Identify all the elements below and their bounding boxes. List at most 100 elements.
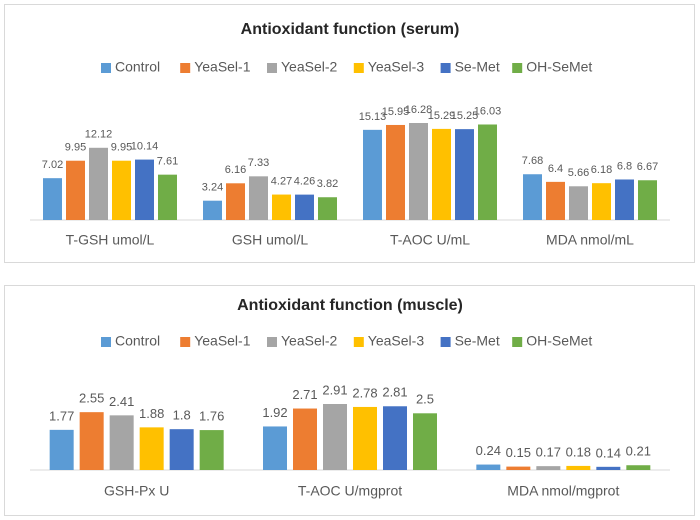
legend-swatch — [180, 63, 191, 73]
data-label: 2.81 — [382, 385, 407, 400]
bar — [615, 179, 634, 220]
bar — [272, 194, 291, 220]
bar — [203, 200, 222, 220]
legend-label: Se-Met — [455, 333, 500, 349]
x-tick-label: MDA nmol/mL — [546, 232, 634, 248]
bar — [386, 124, 405, 220]
bar — [626, 465, 651, 470]
legend-swatch — [267, 337, 277, 347]
bar — [199, 430, 224, 470]
bar — [536, 466, 561, 470]
bar — [263, 426, 287, 470]
data-label: 1.88 — [139, 406, 164, 421]
data-label: 15.29 — [428, 110, 456, 122]
data-label: 2.78 — [352, 385, 377, 400]
data-label: 7.61 — [157, 156, 178, 168]
legend-swatch — [512, 63, 523, 73]
data-label: 16.03 — [474, 105, 502, 117]
legend-label: Control — [115, 59, 160, 75]
data-label: 15.95 — [382, 106, 410, 118]
data-label: 6.67 — [637, 161, 658, 173]
legend-label: YeaSel-3 — [368, 59, 425, 75]
legend-label: YeaSel-2 — [281, 333, 338, 349]
x-tick-label: MDA nmol/mgprot — [507, 483, 619, 499]
legend-label: OH-SeMet — [526, 333, 592, 349]
data-label: 15.25 — [451, 110, 479, 122]
bar — [383, 406, 407, 470]
bar — [112, 160, 131, 220]
data-label: 1.77 — [49, 408, 74, 423]
bar — [49, 429, 74, 470]
data-label: 6.18 — [591, 164, 612, 176]
legend-swatch — [180, 337, 191, 347]
x-tick-label: T-GSH umol/L — [66, 232, 155, 248]
legend-label: OH-SeMet — [526, 59, 592, 75]
x-tick-label: GSH umol/L — [232, 232, 308, 248]
x-tick-label: GSH-Px U — [104, 483, 169, 499]
bar — [596, 466, 621, 470]
chart-title: Antioxidant function (serum) — [241, 21, 460, 38]
data-label: 1.8 — [173, 408, 191, 423]
bar — [323, 404, 347, 470]
bar — [523, 174, 542, 220]
data-label: 4.26 — [294, 176, 315, 188]
bar — [569, 186, 588, 220]
bar — [226, 183, 245, 220]
data-label: 7.33 — [248, 157, 269, 169]
legend-swatch — [440, 63, 451, 73]
legend-label: Control — [115, 333, 160, 349]
bar — [109, 415, 134, 470]
bar — [318, 197, 337, 220]
data-label: 9.95 — [65, 142, 86, 154]
data-label: 16.28 — [405, 104, 433, 116]
data-label: 0.24 — [476, 443, 501, 458]
chart-title: Antioxidant function (muscle) — [237, 297, 463, 314]
legend-swatch — [101, 337, 111, 347]
bar — [566, 465, 591, 470]
data-label: 6.16 — [225, 164, 246, 176]
data-label: 3.24 — [202, 182, 223, 194]
legend-swatch — [353, 63, 364, 73]
bar — [592, 183, 611, 220]
bar — [89, 147, 108, 220]
bar — [169, 429, 194, 470]
data-label: 5.66 — [568, 167, 589, 179]
bar — [135, 159, 154, 220]
x-tick-label: T-AOC U/mL — [390, 232, 470, 248]
data-label: 2.91 — [322, 382, 347, 397]
legend-swatch — [512, 337, 523, 347]
bar — [478, 124, 497, 220]
bar — [139, 427, 164, 470]
bar — [409, 123, 428, 220]
bar — [455, 129, 474, 220]
bar — [66, 160, 85, 220]
bar — [158, 174, 177, 220]
bar — [293, 408, 317, 470]
bar — [413, 413, 437, 470]
data-label: 15.13 — [359, 111, 387, 123]
data-label: 9.95 — [111, 142, 132, 154]
bar — [638, 180, 657, 220]
bar — [546, 181, 565, 220]
data-label: 1.92 — [262, 405, 287, 420]
data-label: 3.82 — [317, 178, 338, 190]
x-tick-label: T-AOC U/mgprot — [298, 483, 402, 499]
bar — [79, 412, 104, 470]
data-label: 7.68 — [522, 155, 543, 167]
data-label: 0.17 — [536, 445, 561, 460]
bar — [249, 176, 268, 220]
bar — [353, 406, 377, 470]
data-label: 7.02 — [42, 159, 63, 171]
data-label: 0.14 — [596, 445, 621, 460]
bar — [363, 129, 382, 220]
data-label: 6.8 — [617, 160, 632, 172]
data-label: 2.71 — [292, 387, 317, 402]
data-label: 1.76 — [199, 409, 224, 424]
legend-label: YeaSel-1 — [194, 59, 251, 75]
bar — [506, 466, 531, 470]
bar — [476, 464, 501, 470]
data-label: 2.41 — [109, 394, 134, 409]
bar — [295, 194, 314, 220]
data-label: 10.14 — [131, 140, 159, 152]
